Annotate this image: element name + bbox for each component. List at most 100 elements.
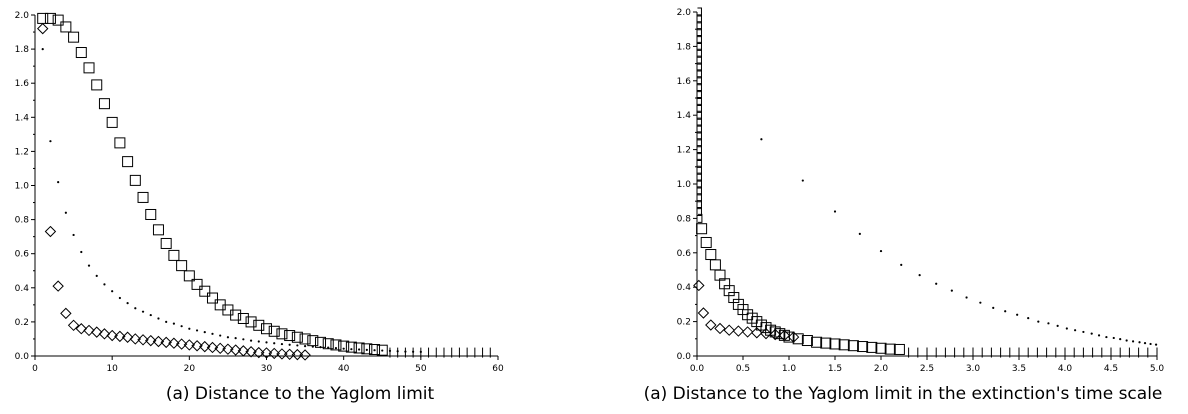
dot-marker xyxy=(157,317,160,320)
square-marker xyxy=(199,285,211,297)
square-marker xyxy=(893,343,905,355)
y-tick-label: 1.8 xyxy=(15,45,30,55)
square-marker xyxy=(811,336,823,348)
dot-marker xyxy=(1037,320,1040,323)
diamond-marker xyxy=(714,322,726,335)
square-marker xyxy=(353,342,365,354)
dot-marker xyxy=(265,341,268,344)
dot-marker xyxy=(319,346,322,349)
diamond-marker xyxy=(237,345,250,357)
diamond-marker xyxy=(175,338,188,350)
dot-marker xyxy=(373,349,376,352)
square-marker xyxy=(866,341,878,353)
bracket-marker xyxy=(697,213,703,223)
square-marker xyxy=(783,331,795,343)
dot-marker xyxy=(381,349,384,352)
diamond-marker xyxy=(60,307,72,320)
x-tick-label: 4.0 xyxy=(1058,364,1073,374)
y-tick-label: 0.4 xyxy=(677,283,692,293)
dot-marker xyxy=(801,179,804,182)
y-tick-label: 0.8 xyxy=(15,216,30,226)
dot-marker xyxy=(1004,310,1007,313)
dot-marker xyxy=(134,307,137,310)
plot-distance-yaglom-time-scale: 0.0 0.5 1.0 1.5 2.0 2.5 3.0 3.5 4.0 4.5 5.0 0.0 0.2 0… xyxy=(677,7,1165,374)
square-marker xyxy=(276,328,288,340)
square-marker xyxy=(60,21,72,33)
bracket-marker xyxy=(697,179,702,189)
square-marker xyxy=(705,249,717,261)
dot-marker xyxy=(165,320,168,323)
dot-marker xyxy=(1074,329,1077,332)
diamond-marker xyxy=(37,22,49,35)
dot-marker xyxy=(1131,340,1135,343)
dot-marker xyxy=(203,331,206,334)
bracket-marker xyxy=(697,186,702,196)
x-tick-label: 4.5 xyxy=(1104,364,1118,374)
bracket-marker xyxy=(697,200,702,210)
dot-marker xyxy=(80,250,83,254)
y-tick-label: 0.4 xyxy=(15,284,30,294)
diamond-marker xyxy=(299,349,311,361)
dot-marker xyxy=(49,140,52,143)
square-marker xyxy=(114,137,126,149)
square-marker xyxy=(838,339,850,351)
diamond-marker xyxy=(723,324,735,336)
square-marker xyxy=(37,12,49,24)
diamond-marker xyxy=(751,327,763,339)
x-tick-label: 5.0 xyxy=(1150,364,1165,374)
diamond-marker xyxy=(199,340,211,353)
dot-marker xyxy=(327,346,330,349)
square-marker xyxy=(284,330,296,342)
dot-marker xyxy=(111,290,114,293)
dot-marker xyxy=(172,322,175,325)
bracket-marker xyxy=(697,35,702,45)
dot-marker xyxy=(342,347,345,350)
dot-marker xyxy=(950,289,953,292)
bracket-marker xyxy=(697,55,702,65)
dot-marker xyxy=(1097,334,1101,337)
diamond-marker xyxy=(778,329,791,342)
bracket-marker xyxy=(697,28,702,38)
square-marker xyxy=(253,319,265,331)
bracket-marker xyxy=(697,158,702,168)
square-marker xyxy=(345,341,357,353)
dot-marker xyxy=(365,348,368,351)
bracket-marker xyxy=(697,207,702,217)
dot-marker xyxy=(87,264,91,267)
plot-distance-yaglom: 0 10 20 30 40 50 60 0.0 0.2 0.4 0.6 0.8 1.0 1.2 1.4 1.6… xyxy=(15,11,504,374)
dot-marker xyxy=(273,342,276,345)
dot-marker xyxy=(1149,342,1152,346)
bracket-marker xyxy=(697,193,702,203)
dot-marker xyxy=(1138,341,1141,344)
square-marker xyxy=(299,333,311,345)
diamond-marker xyxy=(114,330,126,343)
bracket-marker xyxy=(697,145,702,155)
diamond-marker xyxy=(697,307,710,319)
caption-right: (a) Distance to the Yaglom limit in the … xyxy=(643,384,1163,404)
square-marker xyxy=(206,292,218,304)
square-marker xyxy=(129,174,141,186)
bracket-marker xyxy=(697,7,702,17)
dot-marker xyxy=(149,313,152,317)
x-tick-label: 50 xyxy=(415,364,427,374)
square-marker xyxy=(801,335,813,347)
dot-marker xyxy=(118,296,121,300)
bracket-marker xyxy=(697,131,702,141)
x-tick-label: 0.0 xyxy=(690,364,705,374)
square-marker xyxy=(700,236,712,248)
square-marker xyxy=(137,191,149,203)
dot-marker xyxy=(965,296,968,299)
diamond-marker xyxy=(98,328,111,340)
caption-left: (a) Distance to the Yaglom limit xyxy=(165,384,435,404)
square-marker xyxy=(857,341,869,353)
diamond-marker xyxy=(106,329,118,342)
bracket-marker xyxy=(697,103,702,113)
square-marker xyxy=(291,331,303,343)
dot-marker xyxy=(1125,339,1128,342)
diamond-marker xyxy=(760,327,772,340)
dot-marker xyxy=(219,334,222,337)
y-tick-label: 1.4 xyxy=(15,113,30,123)
dot-marker xyxy=(1082,330,1085,334)
x-tick-label: 10 xyxy=(106,364,118,374)
dot-marker xyxy=(280,342,284,346)
